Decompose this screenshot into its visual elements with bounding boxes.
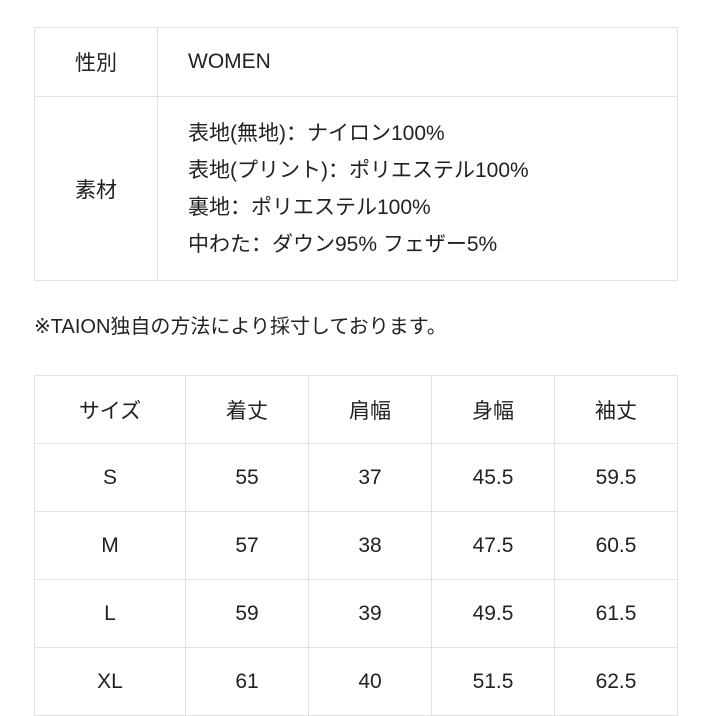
material-item: 表地(無地)：ナイロン100%	[188, 121, 445, 145]
spec-table: 性別 WOMEN 素材 表地(無地)：ナイロン100% 表地(プリント)：ポリエ…	[34, 27, 678, 281]
gender-row: 性別 WOMEN	[34, 27, 678, 97]
material-label: 素材	[34, 96, 158, 281]
length-cell: 55	[185, 443, 309, 512]
table-row: M 57 38 47.5 60.5	[34, 511, 678, 580]
header-sleeve: 袖丈	[554, 375, 678, 444]
sleeve-cell: 61.5	[554, 579, 678, 648]
chest-cell: 45.5	[431, 443, 555, 512]
table-row: L 59 39 49.5 61.5	[34, 579, 678, 648]
gender-value: WOMEN	[157, 27, 678, 97]
chest-cell: 47.5	[431, 511, 555, 580]
header-shoulder: 肩幅	[308, 375, 432, 444]
length-cell: 59	[185, 579, 309, 648]
chest-cell: 51.5	[431, 647, 555, 716]
material-item: 裏地：ポリエステル100%	[188, 195, 431, 219]
header-chest: 身幅	[431, 375, 555, 444]
size-cell: M	[34, 511, 186, 580]
sleeve-cell: 59.5	[554, 443, 678, 512]
chest-cell: 49.5	[431, 579, 555, 648]
shoulder-cell: 39	[308, 579, 432, 648]
gender-label: 性別	[34, 27, 158, 97]
material-item: 中わた：ダウン95% フェザー5%	[188, 232, 498, 256]
shoulder-cell: 38	[308, 511, 432, 580]
sleeve-cell: 60.5	[554, 511, 678, 580]
shoulder-cell: 37	[308, 443, 432, 512]
material-row: 素材 表地(無地)：ナイロン100% 表地(プリント)：ポリエステル100% 裏…	[34, 96, 678, 281]
size-cell: XL	[34, 647, 186, 716]
size-table: サイズ 着丈 肩幅 身幅 袖丈 S 55 37 45.5 59.5 M 57 3…	[34, 375, 678, 716]
size-table-header: サイズ 着丈 肩幅 身幅 袖丈	[34, 375, 678, 444]
sleeve-cell: 62.5	[554, 647, 678, 716]
length-cell: 61	[185, 647, 309, 716]
material-item: 表地(プリント)：ポリエステル100%	[188, 158, 529, 182]
size-cell: L	[34, 579, 186, 648]
header-length: 着丈	[185, 375, 309, 444]
material-list: 表地(無地)：ナイロン100% 表地(プリント)：ポリエステル100% 裏地：ポ…	[157, 96, 678, 281]
size-cell: S	[34, 443, 186, 512]
length-cell: 57	[185, 511, 309, 580]
table-row: S 55 37 45.5 59.5	[34, 443, 678, 512]
header-size: サイズ	[34, 375, 186, 444]
table-row: XL 61 40 51.5 62.5	[34, 647, 678, 716]
measurement-note: ※TAION独自の方法により採寸しております。	[34, 316, 447, 338]
shoulder-cell: 40	[308, 647, 432, 716]
